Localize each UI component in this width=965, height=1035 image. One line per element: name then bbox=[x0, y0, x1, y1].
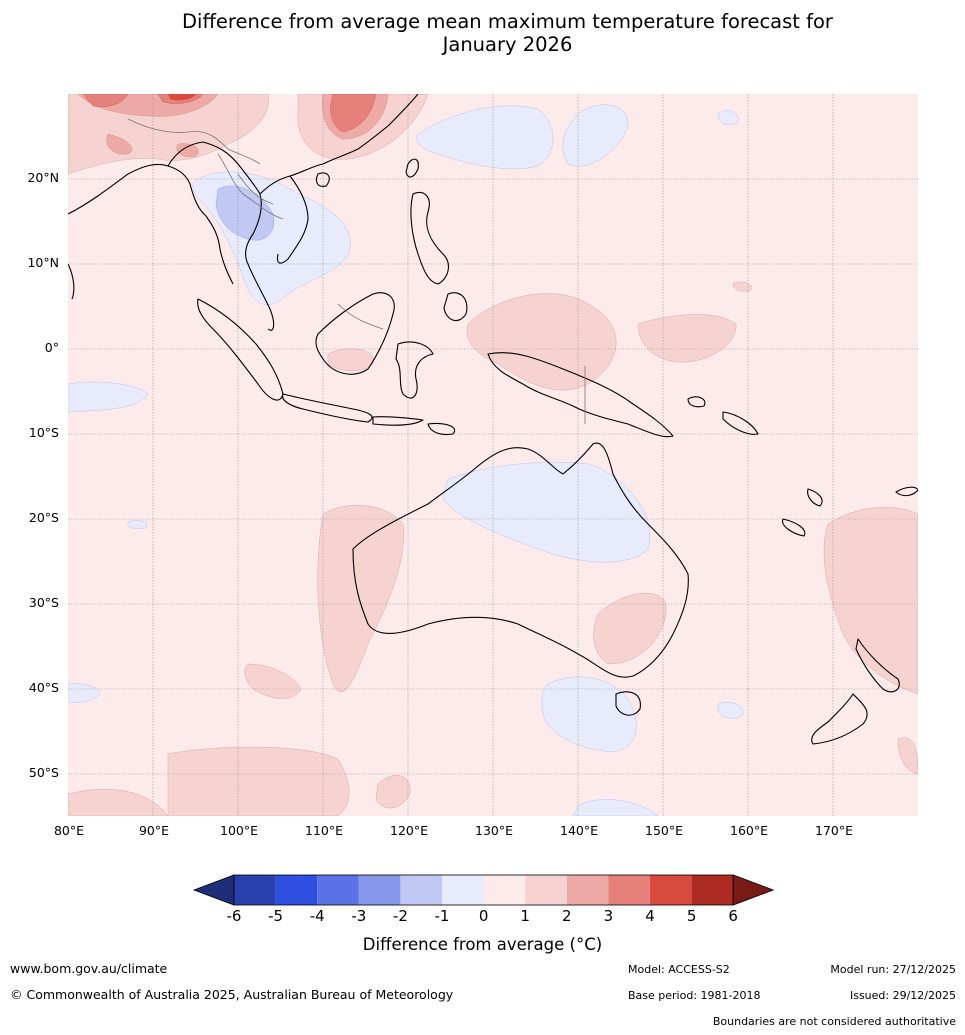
colorbar-cell bbox=[442, 875, 484, 905]
warm-anomaly-4-5 bbox=[168, 94, 196, 101]
colorbar-cell bbox=[400, 875, 442, 905]
lon-label-120e: 120°E bbox=[389, 823, 429, 838]
lat-label-0: 0° bbox=[44, 340, 59, 355]
lat-label-20n: 20°N bbox=[27, 170, 59, 185]
lat-label-40s: 40°S bbox=[28, 680, 59, 695]
colorbar-cell bbox=[525, 875, 567, 905]
colorbar-tick-label: 0 bbox=[478, 907, 489, 925]
colorbar-tick-label: -1 bbox=[434, 907, 450, 925]
lat-label-50s: 50°S bbox=[28, 765, 59, 780]
lon-label-80e: 80°E bbox=[53, 823, 85, 838]
colorbar-extend-low bbox=[192, 874, 235, 906]
coastlines bbox=[68, 94, 918, 745]
lon-label-90e: 90°E bbox=[138, 823, 170, 838]
issued-date: Issued: 29/12/2025 bbox=[849, 989, 956, 1002]
map-canvas bbox=[68, 94, 918, 816]
map-title: Difference from average mean maximum tem… bbox=[0, 10, 965, 56]
colorbar-tick-label: 6 bbox=[728, 907, 738, 925]
model-name: Model: ACCESS-S2 bbox=[628, 963, 730, 976]
boundaries-disclaimer: Boundaries are not considered authoritat… bbox=[712, 1015, 956, 1028]
lat-label-10n: 10°N bbox=[27, 255, 59, 270]
colorbar-tick-label: 4 bbox=[645, 907, 655, 925]
colorbar-tick-label: -3 bbox=[351, 907, 367, 925]
lon-label-110e: 110°E bbox=[304, 823, 344, 838]
lon-label-150e: 150°E bbox=[644, 823, 684, 838]
colorbar-cell bbox=[691, 875, 734, 905]
cool-anomaly-minus1-minus2 bbox=[215, 185, 275, 241]
colorbar-cell bbox=[358, 875, 401, 905]
copyright-text: © Commonwealth of Australia 2025, Austra… bbox=[10, 987, 454, 1002]
colorbar-tick-label: 2 bbox=[562, 907, 572, 925]
lat-label-20s: 20°S bbox=[28, 510, 59, 525]
colorbar-cell bbox=[608, 875, 650, 905]
title-line-1: Difference from average mean maximum tem… bbox=[182, 10, 833, 33]
lat-label-30s: 30°S bbox=[28, 595, 59, 610]
colorbar-extend-high bbox=[732, 874, 775, 906]
lat-label-10s: 10°S bbox=[28, 425, 59, 440]
colorbar-cell bbox=[234, 875, 276, 905]
colorbar-cell bbox=[483, 875, 526, 905]
colorbar-cell bbox=[317, 875, 359, 905]
map-gridlines bbox=[68, 94, 918, 816]
colorbar-cell bbox=[650, 875, 692, 905]
forecast-map bbox=[68, 94, 918, 816]
model-run-date: Model run: 27/12/2025 bbox=[830, 963, 956, 976]
colorbar-tick-label: 5 bbox=[686, 907, 697, 925]
colorbar-tick-label: 3 bbox=[603, 907, 614, 925]
lon-label-100e: 100°E bbox=[219, 823, 259, 838]
colorbar-label: Difference from average (°C) bbox=[362, 935, 603, 954]
base-period: Base period: 1981-2018 bbox=[628, 989, 761, 1002]
colorbar-tick-label: -2 bbox=[392, 907, 408, 925]
lon-label-130e: 130°E bbox=[474, 823, 514, 838]
colorbar-cell bbox=[566, 875, 609, 905]
title-line-2: January 2026 bbox=[442, 33, 573, 56]
colorbar-cell bbox=[275, 875, 318, 905]
website-link[interactable]: www.bom.gov.au/climate bbox=[10, 961, 168, 976]
colorbar-cells bbox=[192, 874, 775, 906]
colorbar-tick-label: -5 bbox=[268, 907, 284, 925]
colorbar-tick-label: 1 bbox=[520, 907, 530, 925]
colorbar-tick-label: -6 bbox=[226, 907, 242, 925]
colorbar-frame bbox=[233, 874, 734, 906]
lon-label-160e: 160°E bbox=[729, 823, 769, 838]
lon-label-140e: 140°E bbox=[559, 823, 599, 838]
lon-label-170e: 170°E bbox=[814, 823, 854, 838]
country-boundaries bbox=[127, 118, 586, 424]
colorbar-tick-label: -4 bbox=[309, 907, 325, 925]
